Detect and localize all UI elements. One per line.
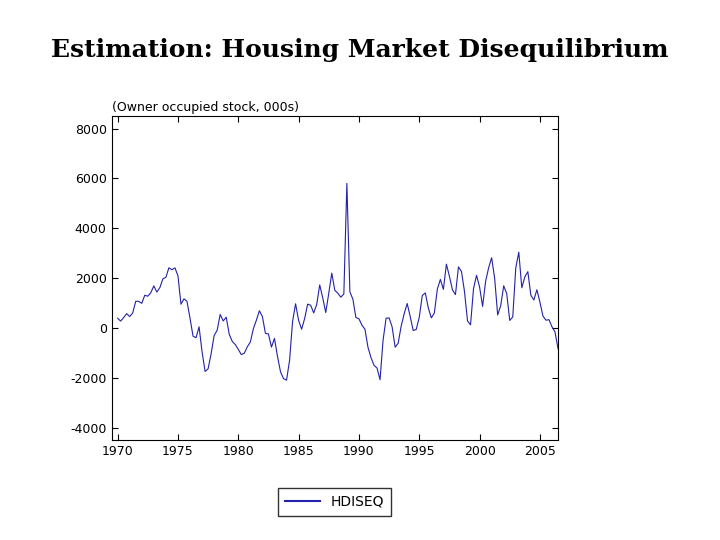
Text: (Owner occupied stock, 000s): (Owner occupied stock, 000s) <box>112 102 299 114</box>
Legend: HDISEQ: HDISEQ <box>278 488 392 516</box>
Text: Estimation: Housing Market Disequilibrium: Estimation: Housing Market Disequilibriu… <box>51 38 669 62</box>
